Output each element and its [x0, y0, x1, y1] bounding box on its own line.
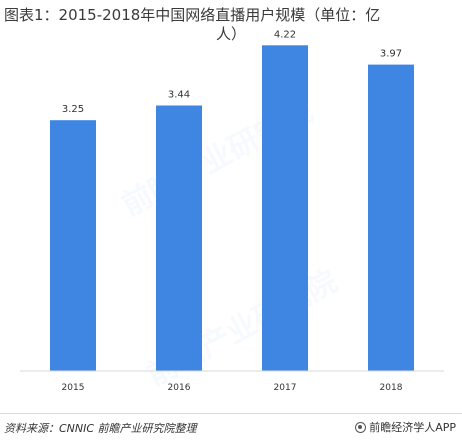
value-label-2018: 3.97: [380, 49, 402, 60]
x-tick-2018: 2018: [380, 383, 403, 393]
value-label-2016: 3.44: [168, 90, 190, 101]
bar-2015: [50, 120, 96, 371]
bar-group: [50, 45, 414, 372]
x-tick-2016: 2016: [168, 383, 191, 393]
value-label-2017: 4.22: [274, 29, 296, 40]
chart-title-line-1: 图表1：2015-2018年中国网络直播用户规模（单位：亿: [4, 6, 381, 24]
x-tick-group: 2015 2016 2017 2018: [62, 383, 403, 393]
value-label-2015: 3.25: [62, 104, 84, 115]
footer-divider: [0, 413, 462, 414]
bar-2016: [156, 105, 202, 371]
x-tick-2017: 2017: [274, 383, 297, 393]
brand-badge: 前瞻经济学人APP: [355, 419, 456, 435]
chart-title: 图表1：2015-2018年中国网络直播用户规模（单位：亿 人）: [4, 6, 456, 44]
chart-title-line-2: 人）: [216, 25, 247, 43]
x-tick-2015: 2015: [62, 383, 85, 393]
source-note: 资料来源：CNNIC 前瞻产业研究院整理: [4, 422, 197, 435]
bar-2017: [262, 45, 308, 372]
brand-name: 前瞻经济学人APP: [369, 421, 456, 434]
value-label-group: 3.25 3.44 4.22 3.97: [62, 29, 402, 115]
bar-chart: 前瞻产业研究院 前瞻产业研究院 3.253.444.223.97 2015 201…: [20, 29, 444, 393]
brand-logo-icon: [355, 421, 367, 433]
watermark-layer: 前瞻产业研究院 前瞻产业研究院: [116, 94, 343, 393]
bar-2018: [368, 64, 414, 371]
